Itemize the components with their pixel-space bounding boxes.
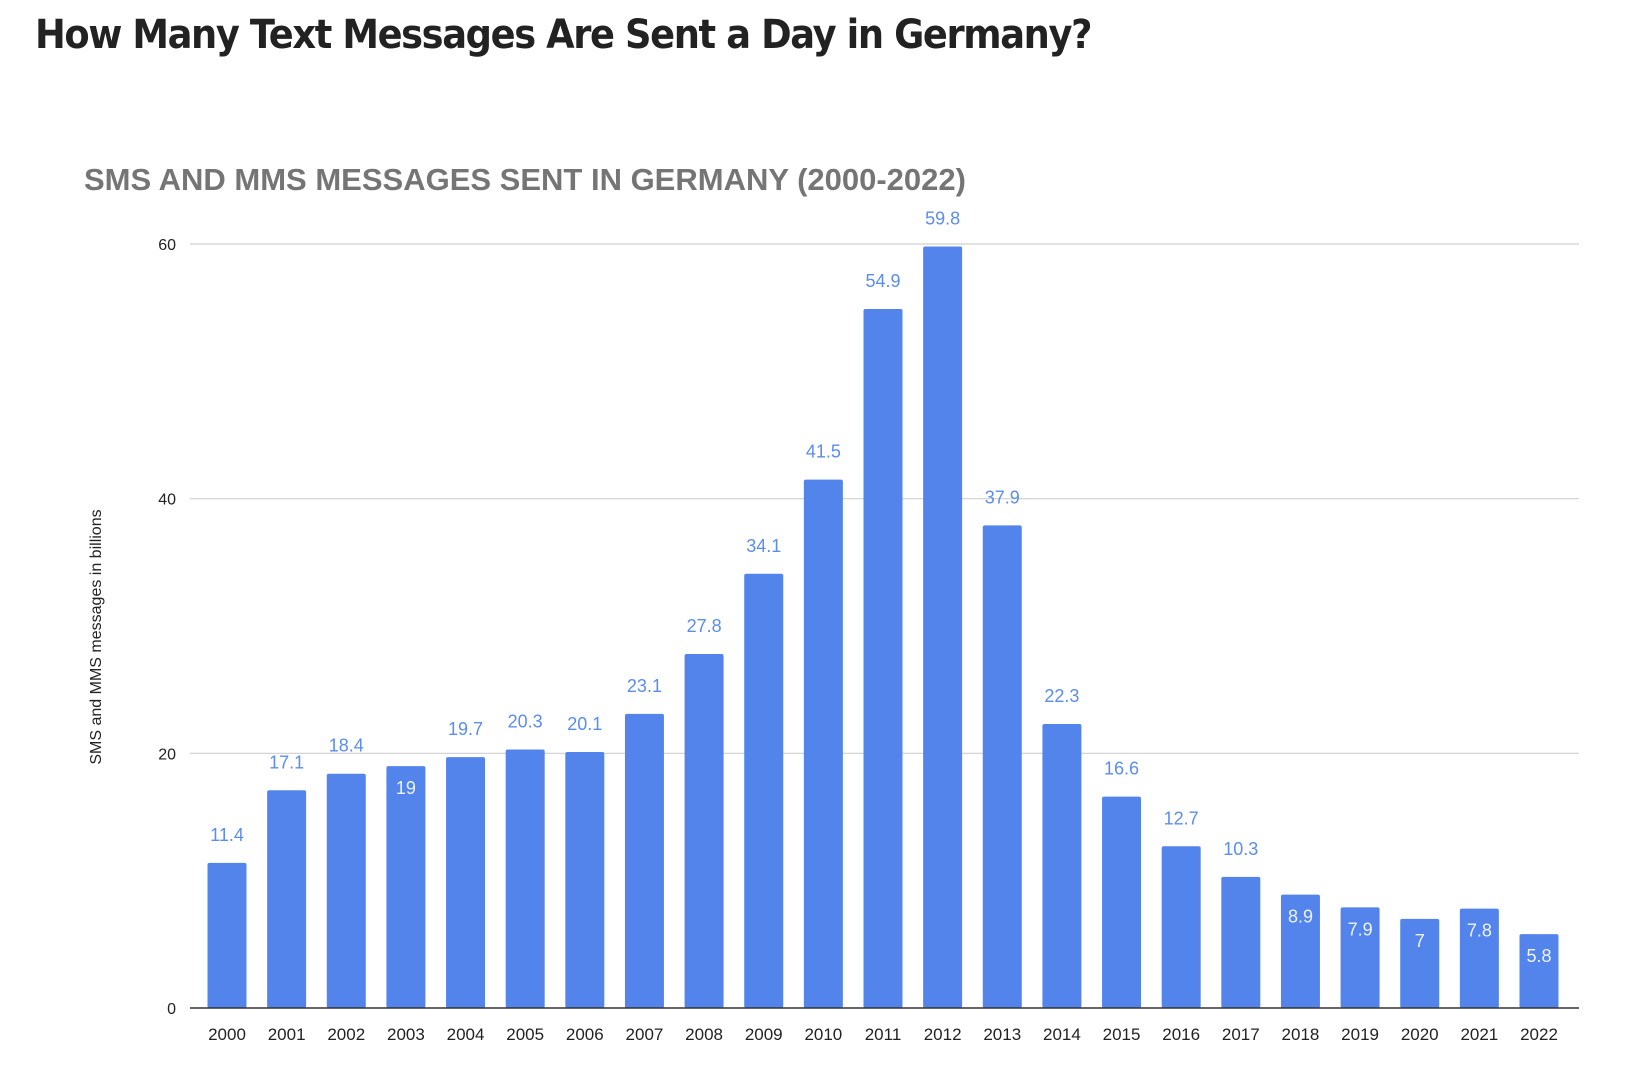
x-tick-label: 2021: [1460, 1025, 1498, 1044]
data-label-2017: 10.3: [1223, 839, 1258, 859]
x-tick-label: 2014: [1043, 1025, 1081, 1044]
data-label-2006: 20.1: [567, 714, 602, 734]
y-tick-label: 20: [158, 746, 176, 763]
bar-2008: [684, 654, 724, 1008]
x-tick-label: 2018: [1282, 1025, 1320, 1044]
bar-2006: [565, 752, 605, 1008]
x-tick-label: 2015: [1103, 1025, 1141, 1044]
data-label-2004: 19.7: [448, 719, 483, 739]
bar-2016: [1161, 846, 1201, 1008]
bar-2004: [446, 757, 486, 1008]
bar-2012: [923, 246, 963, 1009]
x-tick-label: 2012: [924, 1025, 962, 1044]
data-label-2011: 54.9: [865, 271, 900, 291]
data-label-2021: 7.8: [1467, 921, 1492, 941]
x-tick-label: 2008: [685, 1025, 723, 1044]
bar-2002: [326, 773, 366, 1008]
x-tick-label: 2004: [447, 1025, 485, 1044]
y-tick-label: 0: [167, 1001, 176, 1018]
bar-2018: [1280, 894, 1320, 1008]
bar-2005: [505, 749, 545, 1008]
x-tick-label: 2013: [983, 1025, 1021, 1044]
data-label-2015: 16.6: [1104, 759, 1139, 779]
data-label-2003: 19: [396, 778, 416, 798]
data-label-2001: 17.1: [269, 752, 304, 772]
bar-2000: [207, 862, 247, 1008]
page-title: How Many Text Messages Are Sent a Day in…: [35, 12, 1092, 58]
x-tick-label: 2011: [865, 1025, 902, 1044]
data-label-2013: 37.9: [985, 487, 1020, 507]
bar-2011: [863, 308, 903, 1008]
bar-2017: [1221, 876, 1261, 1008]
bar-2013: [982, 525, 1022, 1008]
x-tick-label: 2010: [804, 1025, 842, 1044]
x-tick-label: 2017: [1222, 1025, 1260, 1044]
x-tick-label: 2019: [1341, 1025, 1379, 1044]
data-label-2007: 23.1: [627, 676, 662, 696]
bar-2003: [386, 766, 426, 1008]
bar-2015: [1102, 796, 1142, 1008]
data-label-2005: 20.3: [508, 712, 543, 732]
data-label-2008: 27.8: [687, 616, 722, 636]
x-tick-label: 2006: [566, 1025, 604, 1044]
y-tick-label: 60: [158, 237, 176, 254]
y-tick-label: 40: [158, 492, 176, 509]
x-tick-label: 2000: [208, 1025, 246, 1044]
x-tick-label: 2007: [626, 1025, 664, 1044]
data-label-2009: 34.1: [746, 536, 781, 556]
x-tick-label: 2009: [745, 1025, 783, 1044]
y-axis-label: SMS and MMS messages in billions: [88, 509, 105, 764]
bar-2014: [1042, 724, 1082, 1008]
x-tick-label: 2020: [1401, 1025, 1439, 1044]
bar-2001: [267, 790, 307, 1008]
data-label-2020: 7: [1415, 931, 1425, 951]
bar-2022: [1519, 934, 1559, 1008]
x-tick-label: 2001: [268, 1025, 306, 1044]
bar-2007: [624, 713, 664, 1008]
data-label-2010: 41.5: [806, 442, 841, 462]
x-tick-label: 2005: [506, 1025, 544, 1044]
x-tick-label: 2003: [387, 1025, 425, 1044]
bar-2021: [1459, 908, 1499, 1008]
data-label-2016: 12.7: [1164, 808, 1199, 828]
bar-2010: [803, 479, 843, 1009]
data-label-2012: 59.8: [925, 209, 960, 229]
data-label-2019: 7.9: [1348, 919, 1373, 939]
bar-2019: [1340, 907, 1380, 1008]
data-label-2000: 11.4: [210, 825, 244, 845]
x-tick-label: 2002: [327, 1025, 365, 1044]
data-label-2022: 5.8: [1526, 946, 1551, 966]
bar-2020: [1400, 918, 1440, 1008]
data-label-2002: 18.4: [329, 736, 364, 756]
bar-2009: [744, 573, 784, 1008]
chart-title: SMS AND MMS MESSAGES SENT IN GERMANY (20…: [84, 162, 966, 197]
data-label-2018: 8.9: [1288, 907, 1313, 927]
x-tick-label: 2016: [1162, 1025, 1200, 1044]
x-tick-label: 2022: [1520, 1025, 1558, 1044]
data-label-2014: 22.3: [1044, 686, 1079, 706]
